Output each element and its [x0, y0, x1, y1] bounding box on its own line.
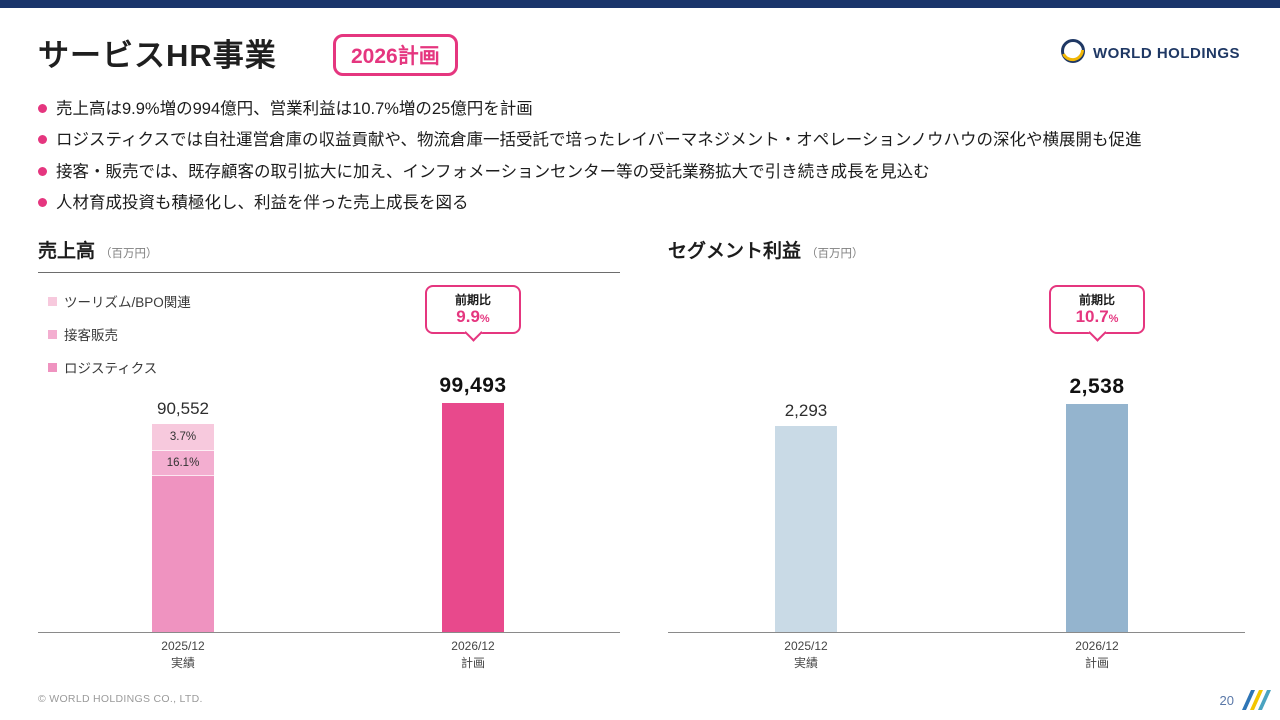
- callout-value: 9.9: [456, 307, 480, 326]
- bullet-item: 人材育成投資も積極化し、利益を伴った売上成長を図る: [38, 192, 1253, 214]
- stacked-bar-actual: 3.7% 16.1%: [152, 424, 214, 632]
- revenue-chart-title: 売上高: [38, 241, 96, 262]
- bullet-text: 人材育成投資も積極化し、利益を伴った売上成長を図る: [56, 193, 469, 212]
- callout-label: 前期比: [454, 293, 491, 307]
- segment-profit-chart-unit: （百万円）: [806, 248, 864, 260]
- legend-label: ツーリズム/BPO関連: [64, 295, 191, 310]
- callout-suffix: %: [1108, 313, 1119, 325]
- yoy-callout: 前期比 9.9%: [425, 285, 521, 342]
- legend-swatch: [48, 296, 57, 306]
- legend-item: 接客販売: [48, 324, 191, 344]
- company-logo: WORLD HOLDINGS: [1060, 38, 1240, 69]
- logo-text: WORLD HOLDINGS: [1093, 45, 1240, 62]
- callout-suffix: %: [479, 313, 490, 325]
- bar-group-plan: 99,493: [428, 374, 518, 632]
- bar-actual: [775, 426, 837, 632]
- corner-stripes-icon: [1238, 682, 1272, 715]
- x-axis-label: 2026/12 計画: [1075, 639, 1119, 671]
- bar-segment-tourism-bpo: 3.7%: [152, 424, 214, 452]
- segment-profit-chart: セグメント利益 （百万円） 前期比 10.7% 2,293 2,538: [668, 236, 1245, 670]
- top-accent-bar: [0, 0, 1280, 8]
- bullet-text: ロジスティクスでは自社運営倉庫の収益貢献や、物流倉庫一括受託で培ったレイバーマネ…: [56, 131, 1142, 150]
- bullet-icon: [38, 166, 47, 176]
- bar-value-label: 90,552: [157, 399, 209, 418]
- title-rule: [38, 272, 620, 273]
- bullet-item: 接客・販売では、既存顧客の取引拡大に加え、インフォメーションセンター等の受託業務…: [38, 161, 1253, 183]
- legend-label: 接客販売: [64, 328, 118, 343]
- bar-value-label: 2,538: [1069, 375, 1125, 398]
- bar-segment-logistics: [152, 475, 214, 632]
- legend-swatch: [48, 362, 57, 372]
- callout-label: 前期比: [1078, 293, 1115, 307]
- bar-plan: [1066, 404, 1128, 632]
- x-axis-label: 2025/12 実績: [161, 639, 205, 671]
- bullet-icon: [38, 104, 47, 113]
- x-axis-label: 2025/12 実績: [784, 639, 828, 671]
- segment-profit-plot: 前期比 10.7% 2,293 2,538: [668, 277, 1245, 633]
- callout-value: 10.7: [1075, 307, 1109, 326]
- page-number: 20: [1219, 693, 1234, 708]
- bar-plan: [442, 403, 504, 632]
- globe-icon: [1060, 38, 1086, 69]
- legend-swatch: [48, 329, 57, 339]
- revenue-chart: 売上高 （百万円） ツーリズム/BPO関連 接客販売 ロジスティクス: [38, 236, 620, 670]
- legend-item: ロジスティクス: [48, 357, 191, 377]
- revenue-chart-unit: （百万円）: [100, 248, 158, 260]
- bullet-icon: [38, 135, 47, 145]
- bar-segment-hospitality: 16.1%: [152, 451, 214, 476]
- segment-label: 3.7%: [169, 431, 197, 444]
- bullet-item: 売上高は9.9%増の994億円、営業利益は10.7%増の25億円を計画: [38, 98, 1253, 120]
- title-rule-spacer: [668, 272, 1245, 273]
- bullet-list: 売上高は9.9%増の994億円、営業利益は10.7%増の25億円を計画 ロジステ…: [38, 98, 1253, 223]
- yoy-callout: 前期比 10.7%: [1049, 285, 1145, 342]
- legend-item: ツーリズム/BPO関連: [48, 291, 191, 311]
- bar-value-label: 99,493: [439, 374, 507, 397]
- segment-label: 16.1%: [166, 457, 200, 469]
- revenue-plot: ツーリズム/BPO関連 接客販売 ロジスティクス 前期比 9.9%: [38, 277, 620, 633]
- bullet-text: 接客・販売では、既存顧客の取引拡大に加え、インフォメーションセンター等の受託業務…: [56, 162, 930, 181]
- bar-group-plan: 2,538: [1052, 375, 1142, 632]
- bullet-icon: [38, 197, 47, 207]
- footer-copyright: © WORLD HOLDINGS CO., LTD.: [38, 693, 203, 705]
- bullet-item: ロジスティクスでは自社運営倉庫の収益貢献や、物流倉庫一括受託で培ったレイバーマネ…: [38, 129, 1253, 151]
- page-title: サービスHR事業: [38, 38, 277, 73]
- bullet-text: 売上高は9.9%増の994億円、営業利益は10.7%増の25億円を計画: [56, 100, 533, 118]
- x-axis-label: 2026/12 計画: [451, 639, 495, 671]
- segment-profit-chart-title: セグメント利益: [668, 241, 802, 262]
- legend-label: ロジスティクス: [64, 361, 158, 376]
- plan-badge: 2026計画: [333, 34, 458, 76]
- bar-group-actual: 90,552 3.7% 16.1%: [138, 399, 228, 632]
- bar-value-label: 2,293: [784, 401, 828, 420]
- bar-group-actual: 2,293: [761, 401, 851, 632]
- revenue-legend: ツーリズム/BPO関連 接客販売 ロジスティクス: [48, 291, 191, 390]
